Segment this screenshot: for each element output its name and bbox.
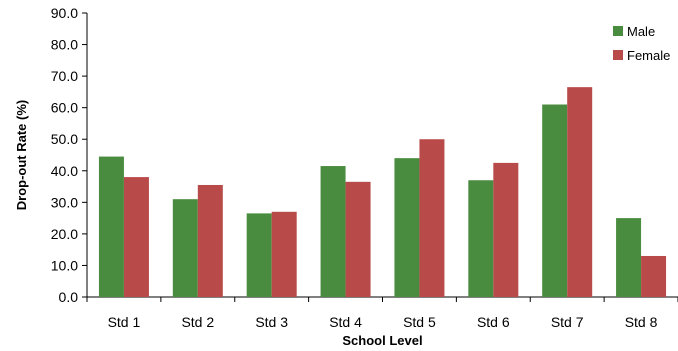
- x-tick-label: Std 8: [625, 314, 658, 330]
- bar-female: [345, 181, 371, 297]
- x-axis-title: School Level: [342, 333, 422, 348]
- x-tick-label: Std 3: [255, 314, 288, 330]
- x-axis: Std 1 Std 2 Std 3 Std 4 Std 5 Std 6 Std 7 Std 8: [86, 296, 678, 330]
- bar-male: [172, 199, 198, 297]
- y-axis-title: Drop-out Rate (%): [14, 100, 29, 211]
- bar-male: [246, 213, 272, 297]
- x-tick-label: Std 1: [108, 314, 141, 330]
- legend-label-male: Male: [627, 24, 655, 39]
- y-tick-label: 30.0: [51, 194, 78, 210]
- y-tick-label: 90.0: [51, 5, 78, 21]
- y-tick-label: 0.0: [59, 289, 79, 305]
- x-tick-label: Std 4: [329, 314, 362, 330]
- x-tick-label: Std 2: [181, 314, 214, 330]
- y-tick-label: 70.0: [51, 68, 78, 84]
- y-tick-label: 50.0: [51, 131, 78, 147]
- bars: [98, 87, 667, 298]
- legend-label-female: Female: [627, 48, 670, 63]
- bar-male: [542, 104, 568, 297]
- bar-female: [123, 177, 149, 297]
- bar-female: [493, 162, 519, 297]
- bar-female: [271, 211, 297, 297]
- legend-swatch-male: [613, 26, 623, 36]
- bar-female: [197, 184, 223, 297]
- bar-female: [641, 255, 667, 297]
- y-tick-label: 60.0: [51, 100, 78, 116]
- bar-female: [567, 87, 593, 298]
- y-tick-label: 20.0: [51, 226, 78, 242]
- x-tick-label: Std 7: [551, 314, 584, 330]
- legend-swatch-female: [613, 50, 623, 60]
- bar-male: [468, 180, 494, 297]
- x-tick-label: Std 6: [477, 314, 510, 330]
- bar-female: [419, 139, 445, 297]
- y-tick-label: 80.0: [51, 37, 78, 53]
- bar-male: [320, 166, 346, 297]
- bar-male: [616, 218, 642, 297]
- y-axis: 0.0 10.0 20.0 30.0 40.0 50.0 60.0 70.0 80.0 90.0: [51, 5, 88, 305]
- bar-male: [98, 156, 124, 297]
- bar-male: [394, 158, 420, 297]
- y-tick-label: 10.0: [51, 257, 78, 273]
- x-tick-label: Std 5: [403, 314, 436, 330]
- legend: Male Female: [613, 24, 670, 63]
- y-tick-label: 40.0: [51, 163, 78, 179]
